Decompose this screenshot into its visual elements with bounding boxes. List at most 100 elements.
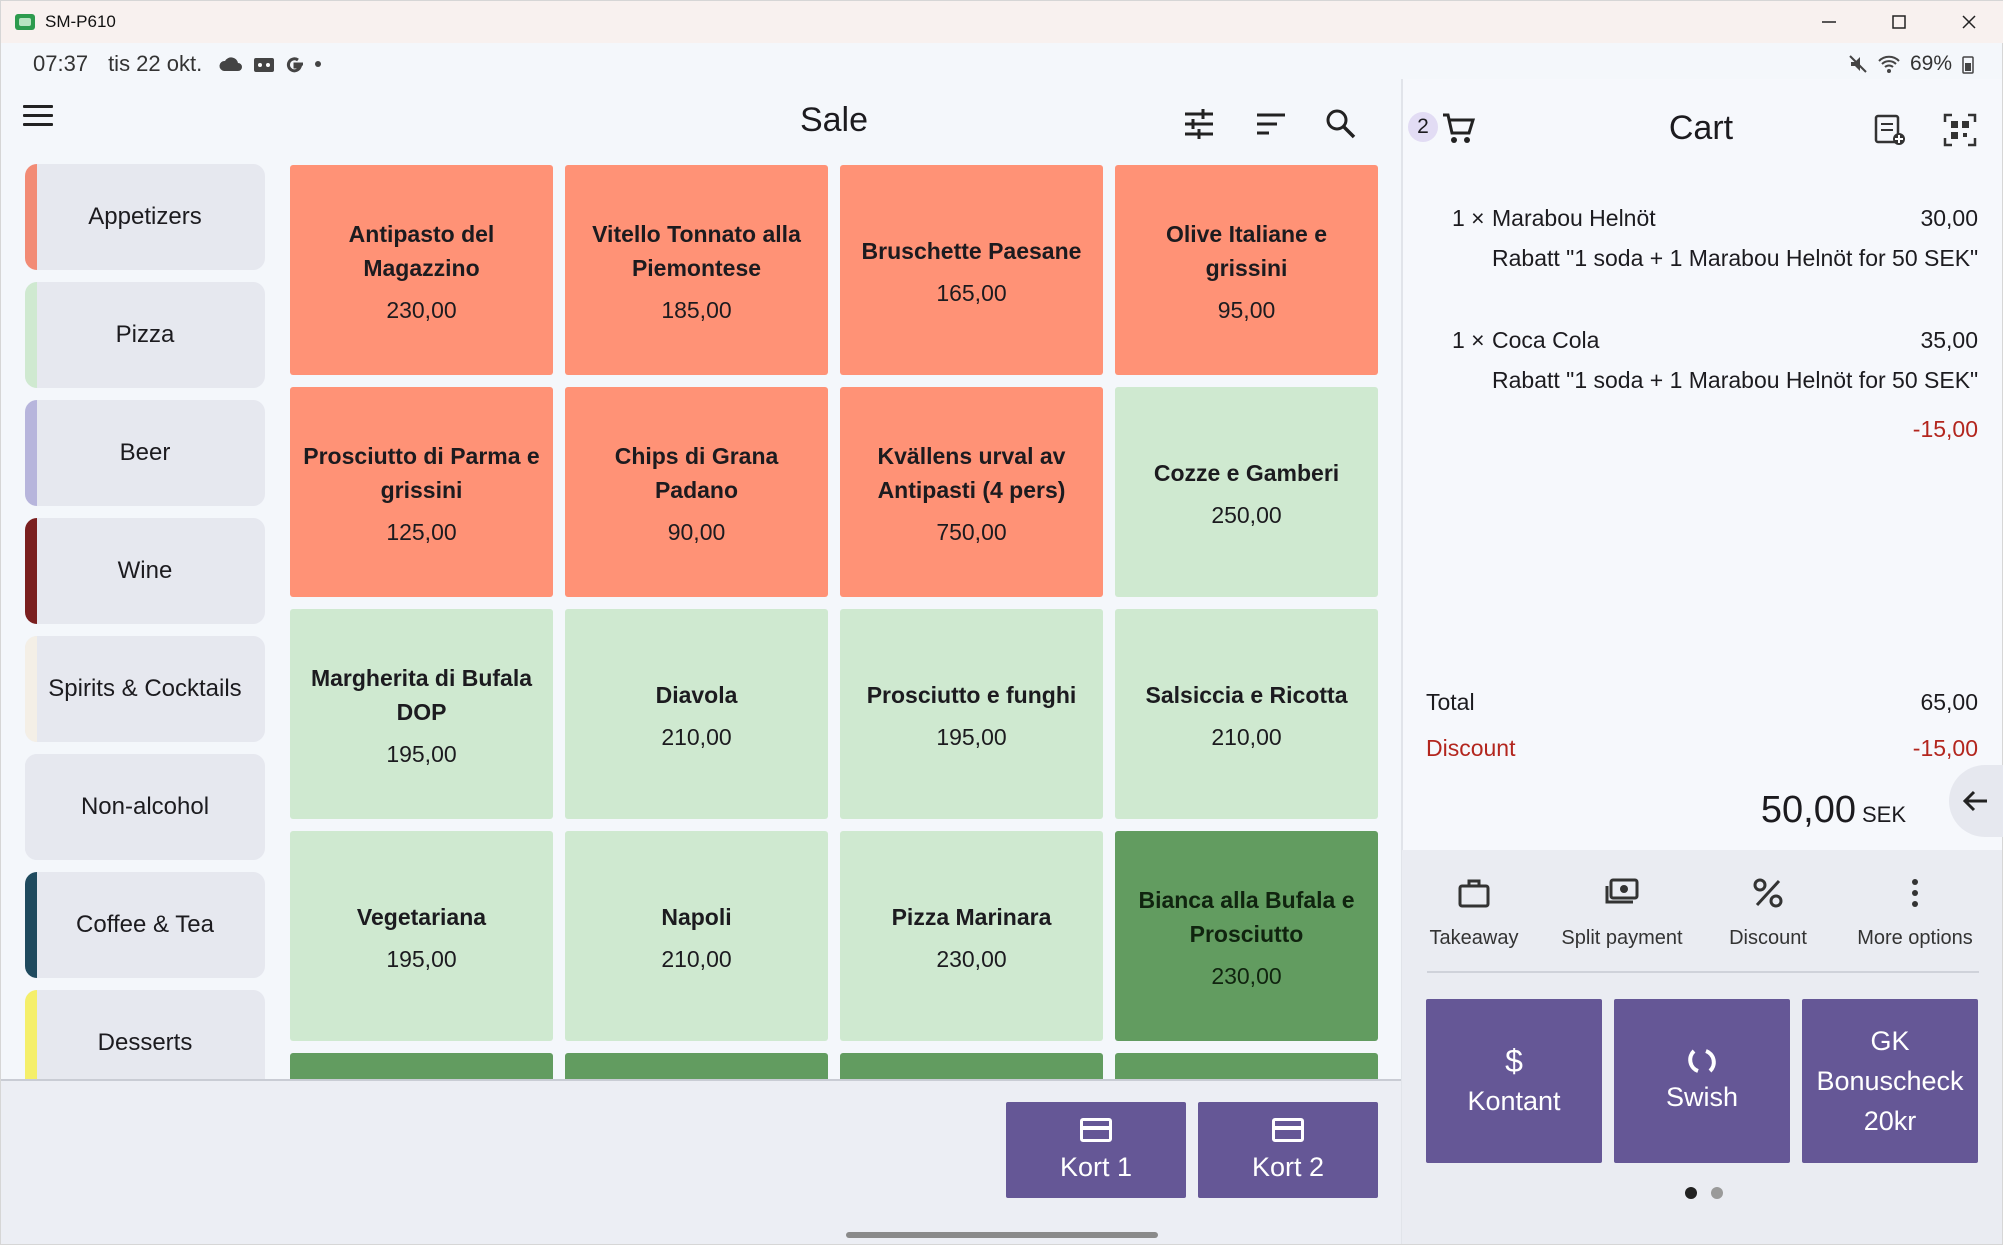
page-dot[interactable] — [1711, 1187, 1723, 1199]
category-label: Beer — [119, 439, 171, 466]
product-name: Bianca alla Bufala e Prosciutto — [1138, 886, 1355, 947]
product-tile[interactable]: Vegetariana 195,00 — [290, 831, 553, 1041]
minimize-button[interactable] — [1794, 1, 1864, 43]
product-tile[interactable]: Cozze e Gamberi 250,00 — [1115, 387, 1378, 597]
discount-button[interactable]: Discount — [1693, 873, 1843, 950]
gk-bonuscheck-button[interactable]: GK Bonuscheck 20kr — [1802, 999, 1978, 1163]
product-tile[interactable]: Bruschette Paesane 165,00 — [840, 165, 1103, 375]
grand-total-amount: 50,00 — [1760, 789, 1856, 831]
total-value: 65,00 — [1920, 689, 1978, 715]
maximize-button[interactable] — [1864, 1, 1934, 43]
category-item[interactable]: Wine — [25, 518, 265, 624]
search-icon[interactable] — [1323, 106, 1359, 142]
product-name: Vitello Tonnato alla Piemontese — [592, 220, 801, 281]
category-color-stripe — [25, 636, 37, 742]
briefcase-icon — [1458, 879, 1490, 908]
product-tile[interactable] — [1115, 1053, 1378, 1079]
category-label: Non-alcohol — [80, 793, 210, 820]
product-tile[interactable]: Chips di Grana Padano 90,00 — [565, 387, 828, 597]
product-price: 230,00 — [1211, 962, 1282, 989]
maximize-icon — [1892, 15, 1906, 29]
split-payment-button[interactable]: Split payment — [1547, 873, 1697, 950]
cart-icon[interactable] — [1441, 111, 1476, 150]
category-item[interactable]: Pizza — [25, 282, 265, 388]
kontant-button[interactable]: $ Kontant — [1426, 999, 1602, 1163]
product-name: Bruschette Paesane — [861, 237, 1082, 264]
status-right: 69% — [1848, 43, 1974, 85]
product-grid: Antipasto del Magazzino 230,00 Vitello Ton… — [290, 165, 1380, 1079]
filter-sliders-icon[interactable] — [1181, 106, 1217, 142]
product-tile[interactable]: Pizza Marinara 230,00 — [840, 831, 1103, 1041]
product-tile[interactable]: Olive Italiane e grissini 95,00 — [1115, 165, 1378, 375]
more-options-button[interactable]: More options — [1840, 873, 1990, 950]
category-item[interactable]: Non-alcohol — [25, 754, 265, 860]
product-tile[interactable]: Prosciutto e funghi 195,00 — [840, 609, 1103, 819]
product-price: 165,00 — [936, 279, 1007, 306]
category-list: Appetizers Pizza Beer Wine Spirits & Cocktai… — [25, 164, 265, 1079]
grand-total: 50,00 SEK — [1701, 789, 1906, 832]
product-name: Vegetariana — [356, 903, 487, 930]
receipt-add-icon[interactable] — [1873, 113, 1907, 152]
product-price: 250,00 — [1211, 501, 1282, 528]
cart-count-badge: 2 — [1408, 112, 1438, 142]
home-gesture-handle[interactable] — [846, 1232, 1158, 1238]
product-tile[interactable]: Antipasto del Magazzino 230,00 — [290, 165, 553, 375]
product-tile[interactable]: Prosciutto di Parma e grissini 125,00 — [290, 387, 553, 597]
product-tile[interactable]: Margherita di Bufala DOP 195,00 — [290, 609, 553, 819]
category-item[interactable]: Coffee & Tea — [25, 872, 265, 978]
product-tile[interactable] — [290, 1053, 553, 1079]
product-name: Cozze e Gamberi — [1153, 459, 1340, 486]
credit-card-icon — [1080, 1117, 1112, 1142]
credit-card-icon — [1272, 1117, 1304, 1142]
collapse-cart-button[interactable] — [1949, 765, 2003, 837]
battery-percent: 69% — [1909, 52, 1952, 75]
mute-icon — [1849, 55, 1867, 73]
product-tile[interactable]: Kvällens urval av Antipasti (4 pers) 750,… — [840, 387, 1103, 597]
kort-2-button[interactable]: Kort 2 — [1198, 1102, 1378, 1198]
category-item[interactable]: Desserts — [25, 990, 265, 1079]
currency-label: SEK — [1861, 802, 1906, 827]
product-price: 230,00 — [386, 296, 457, 323]
product-price: 185,00 — [661, 296, 732, 323]
product-tile[interactable]: Napoli 210,00 — [565, 831, 828, 1041]
qr-code-icon[interactable] — [1943, 113, 1977, 152]
cart-item-name[interactable]: Marabou Helnöt — [1492, 205, 1656, 231]
page-dot-active[interactable] — [1685, 1187, 1697, 1199]
page-title: Sale — [799, 101, 869, 139]
discount-value: -15,00 — [1912, 735, 1978, 761]
status-bar: 07:37 tis 22 okt. 69% — [1, 43, 2003, 85]
category-item[interactable]: Beer — [25, 400, 265, 506]
product-tile[interactable] — [565, 1053, 828, 1079]
swish-button[interactable]: Swish — [1614, 999, 1790, 1163]
sort-icon[interactable] — [1253, 106, 1289, 142]
takeaway-button[interactable]: Takeaway — [1399, 873, 1549, 950]
product-tile[interactable]: Vitello Tonnato alla Piemontese 185,00 — [565, 165, 828, 375]
arrow-left-icon — [1962, 790, 1987, 812]
product-tile[interactable]: Bianca alla Bufala e Prosciutto 230,00 — [1115, 831, 1378, 1041]
product-name: Napoli — [661, 903, 732, 930]
percent-icon — [1753, 878, 1783, 908]
category-color-stripe — [25, 164, 37, 270]
product-tile[interactable]: Diavola 210,00 — [565, 609, 828, 819]
close-button[interactable] — [1934, 1, 2003, 43]
category-item[interactable]: Appetizers — [25, 164, 265, 270]
cloud-icon — [219, 57, 243, 71]
kort-1-button[interactable]: Kort 1 — [1006, 1102, 1186, 1198]
takeaway-label: Takeaway — [1429, 927, 1519, 949]
product-tile[interactable] — [840, 1053, 1103, 1079]
swish-label: Swish — [1665, 1082, 1739, 1112]
kontant-label: Kontant — [1467, 1086, 1561, 1116]
category-item[interactable]: Spirits & Cocktails — [25, 636, 265, 742]
product-tile[interactable]: Salsiccia e Ricotta 210,00 — [1115, 609, 1378, 819]
more-vert-icon — [1912, 879, 1918, 907]
split-payment-icon — [1605, 878, 1639, 904]
category-label: Coffee & Tea — [76, 911, 214, 938]
discount-action-label: Discount — [1729, 927, 1807, 949]
hamburger-menu-icon[interactable] — [23, 105, 53, 131]
kort-2-label: Kort 2 — [1251, 1151, 1325, 1182]
category-label: Spirits & Cocktails — [48, 675, 242, 702]
cart-item-name[interactable]: Coca Cola — [1492, 327, 1600, 353]
product-price: 210,00 — [1211, 723, 1282, 750]
dollar-icon: $ — [1505, 1043, 1523, 1079]
